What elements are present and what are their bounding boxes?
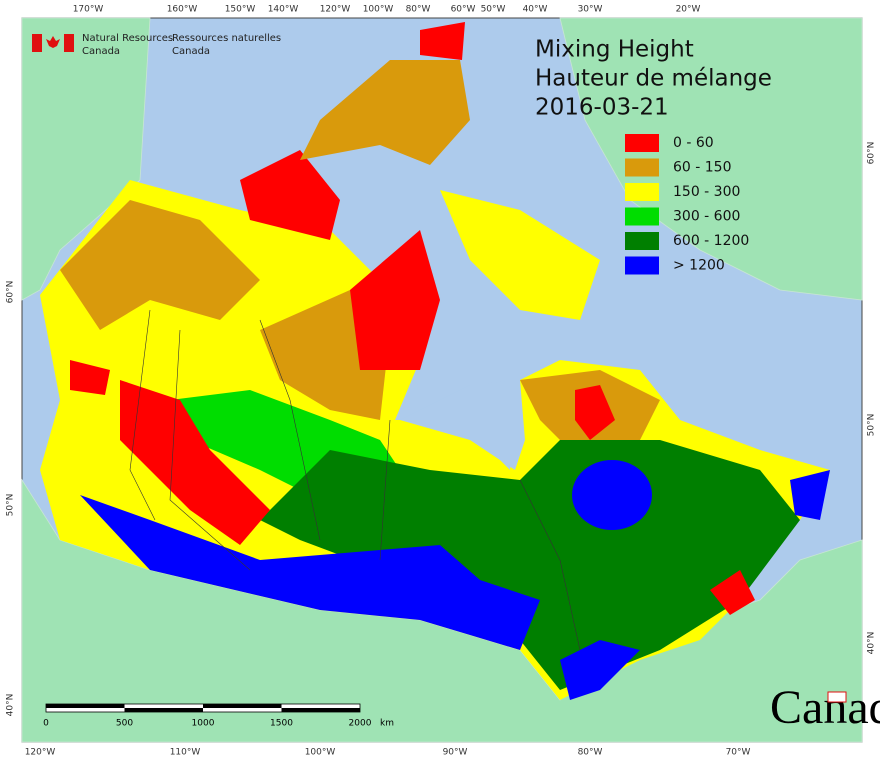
longitude-label: 140°W xyxy=(268,5,299,15)
wordmark-flag xyxy=(827,691,847,703)
zone xyxy=(790,470,830,520)
latitude-label: 50°N xyxy=(6,494,16,517)
wordmark: Canada xyxy=(770,681,880,734)
longitude-label: 100°W xyxy=(305,748,336,758)
scale-segment xyxy=(281,708,360,712)
zone xyxy=(710,570,755,615)
longitude-label: 170°W xyxy=(73,5,104,15)
title: Mixing Height xyxy=(535,37,694,63)
flag-bar xyxy=(64,34,74,52)
zone xyxy=(60,200,260,330)
greenland xyxy=(559,17,863,301)
legend-swatch xyxy=(625,134,659,152)
legend-swatch xyxy=(625,256,659,275)
longitude-label: 100°W xyxy=(363,5,394,15)
mixing-height-zones xyxy=(40,22,830,700)
legend-swatch xyxy=(625,158,659,177)
scale-segment xyxy=(124,708,203,712)
legend-swatch xyxy=(625,183,659,201)
scale-label: 2000 xyxy=(349,719,372,729)
latitude-label: 40°N xyxy=(867,632,877,655)
zone xyxy=(350,230,440,370)
longitude-label: 110°W xyxy=(170,748,201,758)
scale-label: 0 xyxy=(43,719,49,729)
header-en: Natural Resources xyxy=(82,33,173,44)
zone xyxy=(260,440,800,690)
flag-bar xyxy=(32,34,42,52)
longitude-label: 120°W xyxy=(320,5,351,15)
scale-label: 500 xyxy=(116,719,133,729)
zone xyxy=(240,150,340,240)
header-en: Canada xyxy=(82,46,120,57)
longitude-label: 20°W xyxy=(676,5,701,15)
latitude-label: 60°N xyxy=(6,281,16,304)
legend-label: > 1200 xyxy=(673,258,725,274)
longitude-label: 70°W xyxy=(726,748,751,758)
zone xyxy=(572,460,652,530)
longitude-label: 30°W xyxy=(578,5,603,15)
legend-label: 0 - 60 xyxy=(673,135,714,151)
legend-swatch xyxy=(625,207,659,226)
scale-segment xyxy=(203,704,282,708)
zone xyxy=(300,60,470,165)
scale-label: 1500 xyxy=(270,719,293,729)
title: 2016-03-21 xyxy=(535,95,669,121)
legend-label: 300 - 600 xyxy=(673,209,740,225)
scale-label: 1000 xyxy=(192,719,215,729)
legend-label: 150 - 300 xyxy=(673,184,740,200)
scale-unit: km xyxy=(380,719,394,729)
longitude-label: 80°W xyxy=(578,748,603,758)
hudson-bay xyxy=(400,380,525,470)
longitude-label: 120°W xyxy=(25,748,56,758)
header-fr: Canada xyxy=(172,46,210,57)
longitude-label: 50°W xyxy=(481,5,506,15)
legend-label: 60 - 150 xyxy=(673,160,732,176)
longitude-label: 160°W xyxy=(167,5,198,15)
zone xyxy=(560,640,640,700)
longitude-label: 40°W xyxy=(523,5,548,15)
alaska xyxy=(21,17,151,301)
latitude-label: 60°N xyxy=(867,142,877,165)
legend-label: 600 - 1200 xyxy=(673,233,749,249)
zone xyxy=(70,360,110,395)
zone xyxy=(575,385,615,440)
scale-segment xyxy=(46,704,125,708)
longitude-label: 80°W xyxy=(406,5,431,15)
longitude-label: 150°W xyxy=(225,5,256,15)
zone xyxy=(440,190,600,320)
zone xyxy=(120,380,270,545)
header-fr: Ressources naturelles xyxy=(172,33,281,44)
longitude-label: 60°W xyxy=(451,5,476,15)
zone xyxy=(420,22,465,60)
title: Hauteur de mélange xyxy=(535,66,772,92)
legend-swatch xyxy=(625,232,659,250)
zone xyxy=(80,495,540,650)
latitude-label: 40°N xyxy=(6,694,16,717)
flag-leaf xyxy=(46,36,60,48)
latitude-label: 50°N xyxy=(867,414,877,437)
province-borders xyxy=(129,309,581,651)
longitude-label: 90°W xyxy=(443,748,468,758)
